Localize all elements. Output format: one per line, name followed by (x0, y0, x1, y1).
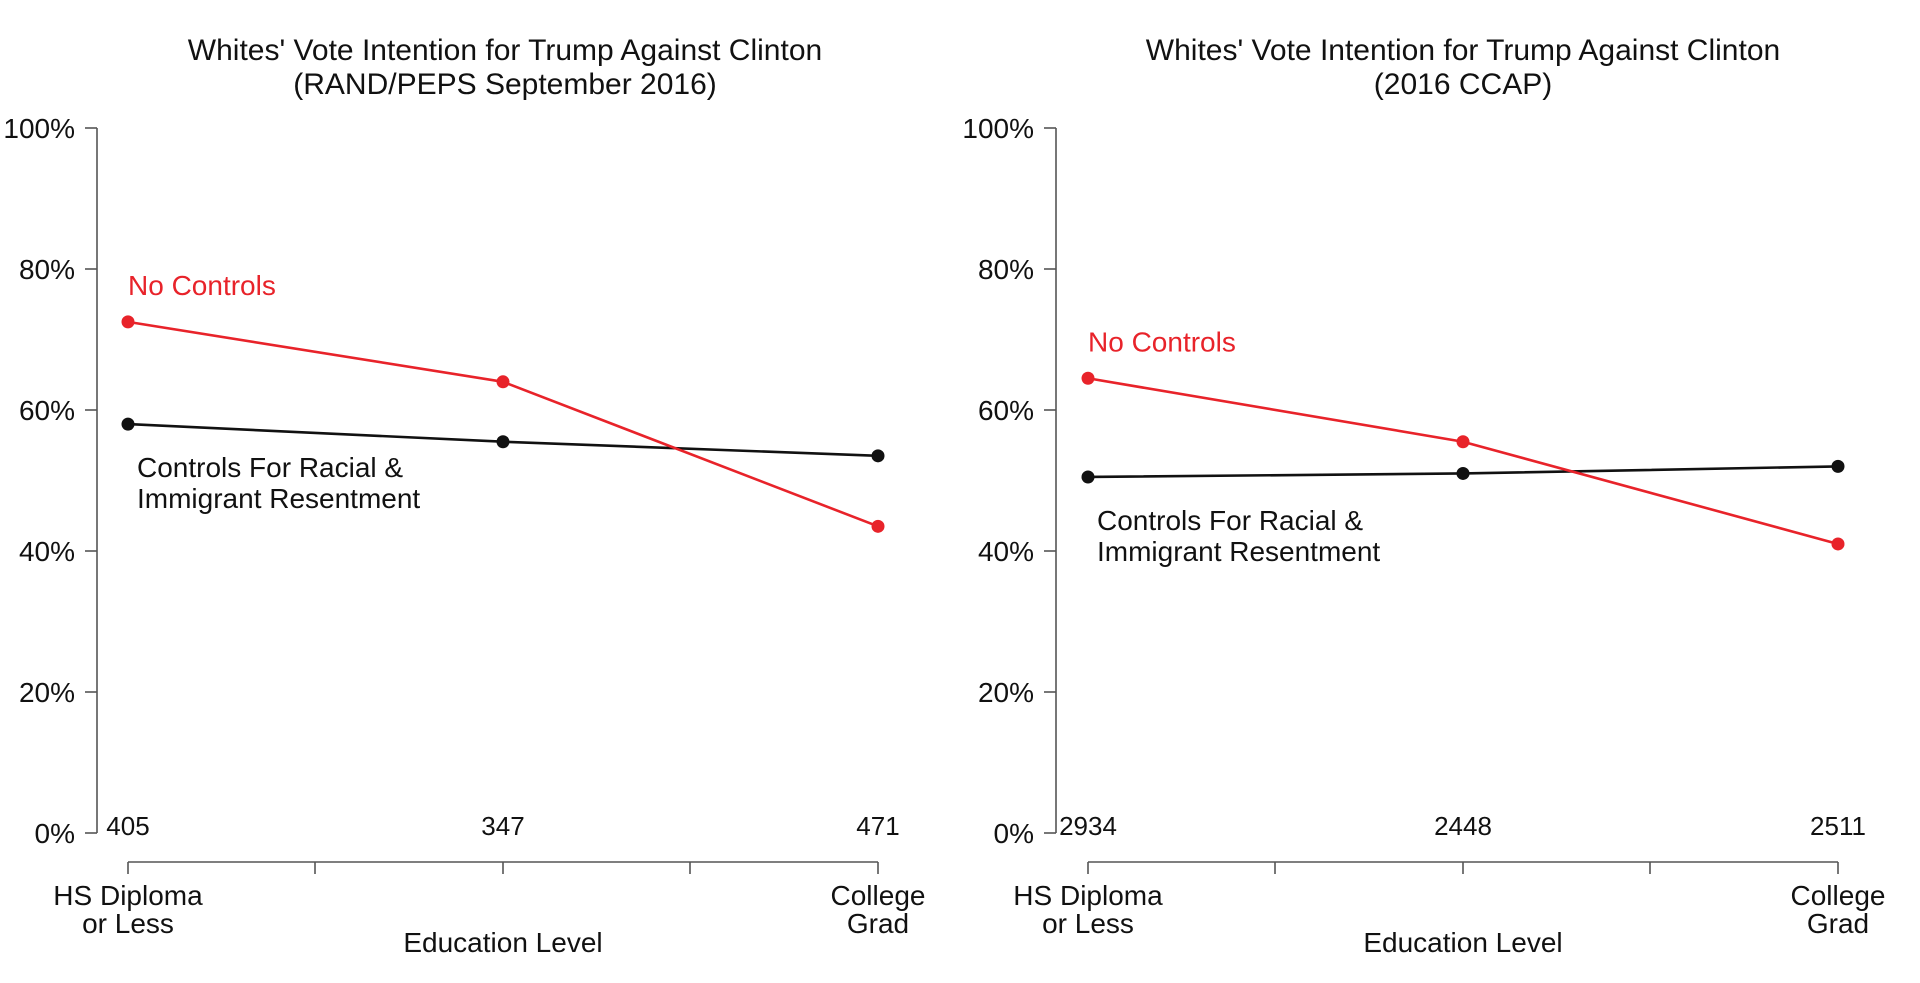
no-controls-point (496, 375, 510, 389)
x-category-label: HS Diploma (1013, 880, 1163, 911)
sample-size-label: 2448 (1434, 811, 1492, 841)
x-category-label: or Less (1042, 908, 1134, 939)
y-tick-label: 80% (19, 254, 75, 285)
no-controls-label: No Controls (128, 270, 276, 301)
y-tick-label: 80% (978, 254, 1034, 285)
no-controls-label: No Controls (1088, 326, 1236, 357)
sample-size-label: 2511 (1810, 811, 1866, 841)
controls-label-line2: Immigrant Resentment (137, 483, 420, 514)
controls-point (871, 449, 885, 463)
sample-size-label: 405 (106, 811, 149, 841)
no-controls-point (121, 315, 135, 329)
controls-point (1456, 466, 1470, 480)
y-tick-label: 0% (994, 818, 1034, 849)
x-axis-title: Education Level (1363, 927, 1562, 958)
x-category-label: Grad (847, 908, 909, 939)
chart-title: Whites' Vote Intention for Trump Against… (1146, 34, 1780, 67)
y-tick-label: 40% (978, 536, 1034, 567)
x-axis-title: Education Level (403, 927, 602, 958)
x-category-label: HS Diploma (53, 880, 203, 911)
controls-label-line1: Controls For Racial & (137, 452, 403, 483)
controls-point (1081, 470, 1095, 484)
no-controls-point (1831, 537, 1845, 551)
controls-point (121, 417, 135, 431)
y-tick-label: 100% (962, 113, 1034, 144)
controls-label-line2: Immigrant Resentment (1097, 536, 1380, 567)
no-controls-point (1456, 435, 1470, 449)
no-controls-point (871, 519, 885, 533)
controls-label-line1: Controls For Racial & (1097, 505, 1363, 536)
controls-point (496, 435, 510, 449)
x-category-label: College (831, 880, 926, 911)
x-category-label: or Less (82, 908, 174, 939)
x-category-label: College (1791, 880, 1886, 911)
y-tick-label: 60% (978, 395, 1034, 426)
y-tick-label: 20% (19, 677, 75, 708)
sample-size-label: 347 (481, 811, 524, 841)
y-tick-label: 60% (19, 395, 75, 426)
y-tick-label: 20% (978, 677, 1034, 708)
chart-subtitle: (2016 CCAP) (1374, 68, 1552, 101)
chart-subtitle: (RAND/PEPS September 2016) (293, 68, 717, 101)
chart-title: Whites' Vote Intention for Trump Against… (188, 34, 822, 67)
y-tick-label: 0% (35, 818, 75, 849)
controls-point (1831, 459, 1845, 473)
y-tick-label: 100% (3, 113, 75, 144)
x-category-label: Grad (1807, 908, 1869, 939)
no-controls-point (1081, 371, 1095, 385)
sample-size-label: 471 (856, 811, 899, 841)
sample-size-label: 2934 (1059, 811, 1117, 841)
y-tick-label: 40% (19, 536, 75, 567)
